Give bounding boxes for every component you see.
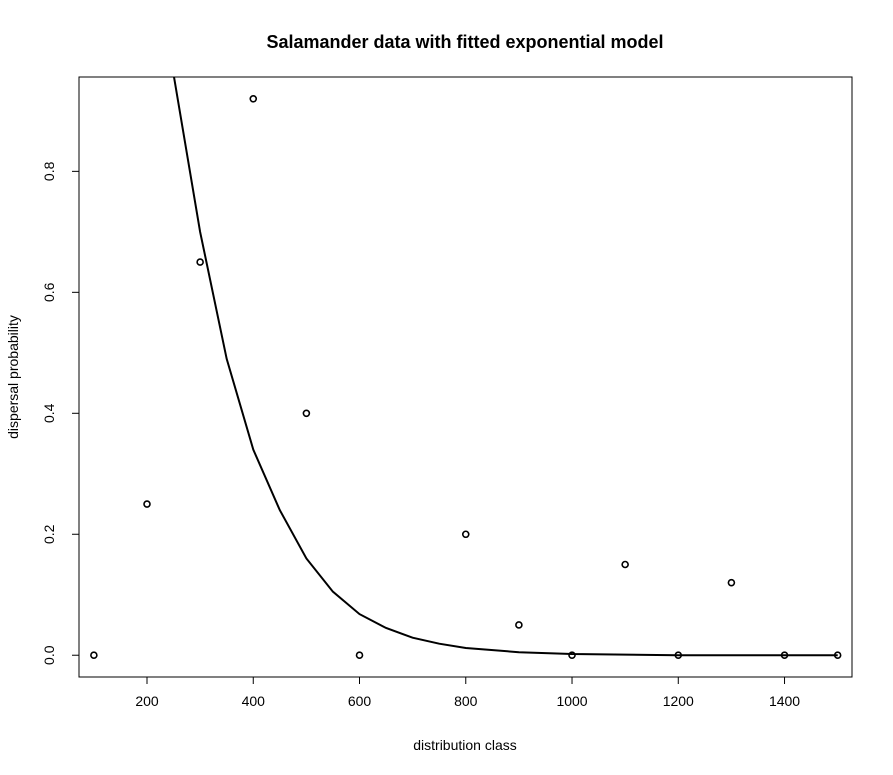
- data-point: [355, 651, 364, 660]
- y-tick-label: 0.0: [41, 645, 57, 665]
- data-point: [90, 651, 98, 660]
- y-tick-label: 0.4: [41, 403, 57, 423]
- data-point: [461, 530, 470, 539]
- data-point: [568, 651, 576, 660]
- chart-title: Salamander data with fitted exponential …: [266, 32, 663, 52]
- data-point: [143, 500, 151, 508]
- x-tick-label: 600: [348, 693, 372, 709]
- data-point: [249, 94, 258, 103]
- data-point: [196, 258, 204, 266]
- x-tick-label: 1400: [769, 693, 800, 709]
- y-axis: 0.0 0.2 0.4 0.6 0.8: [41, 161, 79, 665]
- x-axis: 200 400 600 800 1000 1200 1400: [135, 677, 800, 709]
- x-tick-label: 1000: [556, 693, 587, 709]
- y-tick-label: 0.6: [41, 282, 57, 302]
- x-tick-label: 400: [242, 693, 266, 709]
- x-tick-label: 800: [454, 693, 478, 709]
- fitted-exponential-curve: [172, 77, 838, 657]
- x-tick-label: 1200: [663, 693, 694, 709]
- data-point: [727, 578, 736, 587]
- data-point: [302, 409, 311, 418]
- x-axis-label: distribution class: [413, 737, 517, 753]
- data-point: [621, 560, 629, 569]
- plot-area: [90, 77, 842, 660]
- data-point: [515, 621, 523, 629]
- y-tick-label: 0.2: [41, 524, 57, 544]
- x-tick-label: 200: [135, 693, 159, 709]
- y-tick-label: 0.8: [41, 161, 57, 181]
- plot-frame: [78, 76, 853, 678]
- y-axis-label: dispersal probability: [5, 315, 21, 439]
